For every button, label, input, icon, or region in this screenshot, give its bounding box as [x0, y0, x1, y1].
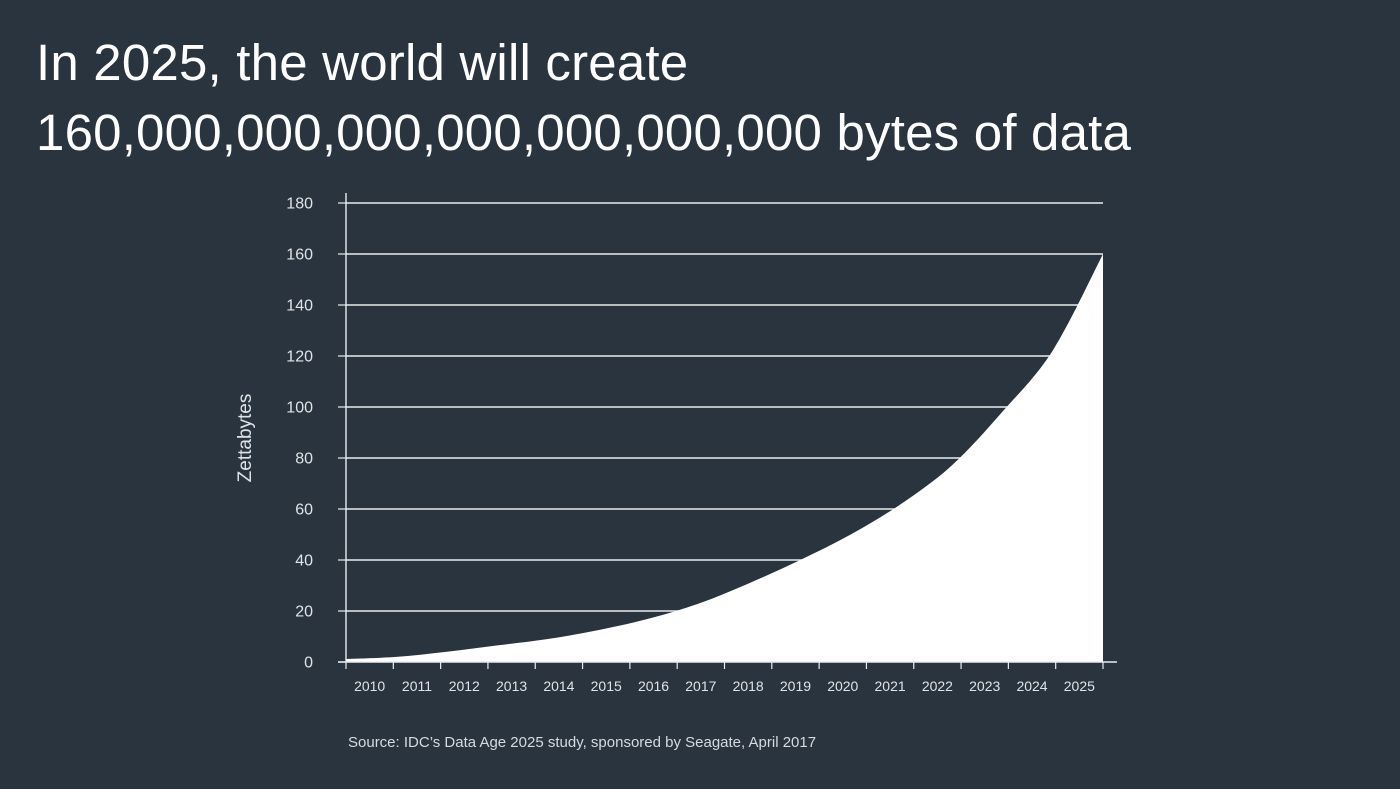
- y-tick-label: 140: [286, 298, 313, 315]
- x-tick-label: 2024: [1016, 678, 1047, 694]
- x-tick-label: 2017: [685, 678, 716, 694]
- x-tick-label: 2012: [449, 678, 480, 694]
- y-tick-label: 160: [286, 247, 313, 264]
- x-tick-label: 2020: [827, 678, 858, 694]
- x-tick-label: 2013: [496, 678, 527, 694]
- y-tick-label: 20: [295, 604, 313, 621]
- x-tick-label: 2011: [402, 678, 432, 694]
- source-note: Source: IDC’s Data Age 2025 study, spons…: [348, 734, 817, 751]
- y-tick-label: 60: [295, 502, 313, 519]
- y-tick-label: 0: [304, 655, 313, 672]
- x-tick-label: 2023: [969, 678, 1000, 694]
- x-tick-labels: 2010 2011 2012 2013 2014 2015 2016 2017 2018 2019…: [354, 678, 1095, 694]
- x-tick-label: 2021: [875, 678, 906, 694]
- x-tick-label: 2025: [1064, 678, 1095, 694]
- zettabytes-area: [346, 254, 1103, 662]
- x-tick-label: 2015: [591, 678, 622, 694]
- y-tick-label: 80: [295, 451, 313, 468]
- x-tick-label: 2016: [638, 678, 669, 694]
- y-tick-label: 40: [295, 553, 313, 570]
- y-tick-label: 180: [286, 196, 313, 213]
- y-axis-label: Zettabytes: [235, 394, 256, 483]
- title-line-2: 160,000,000,000,000,000,000,000 bytes of…: [36, 104, 1132, 161]
- x-tick-label: 2019: [780, 678, 811, 694]
- x-tick-label: 2010: [354, 678, 385, 694]
- y-tick-label: 120: [286, 349, 313, 366]
- y-tick-label: 100: [286, 400, 313, 417]
- y-tick-labels: 0 20 40 60 80 100 120 140 160 180: [286, 196, 313, 672]
- x-tick-label: 2014: [543, 678, 574, 694]
- axes: [338, 193, 1117, 669]
- title-line-1: In 2025, the world will create: [36, 34, 689, 91]
- data-area: [346, 254, 1103, 662]
- x-tick-label: 2022: [922, 678, 953, 694]
- slide-title: In 2025, the world will create 160,000,0…: [36, 28, 1376, 168]
- x-tick-label: 2018: [733, 678, 764, 694]
